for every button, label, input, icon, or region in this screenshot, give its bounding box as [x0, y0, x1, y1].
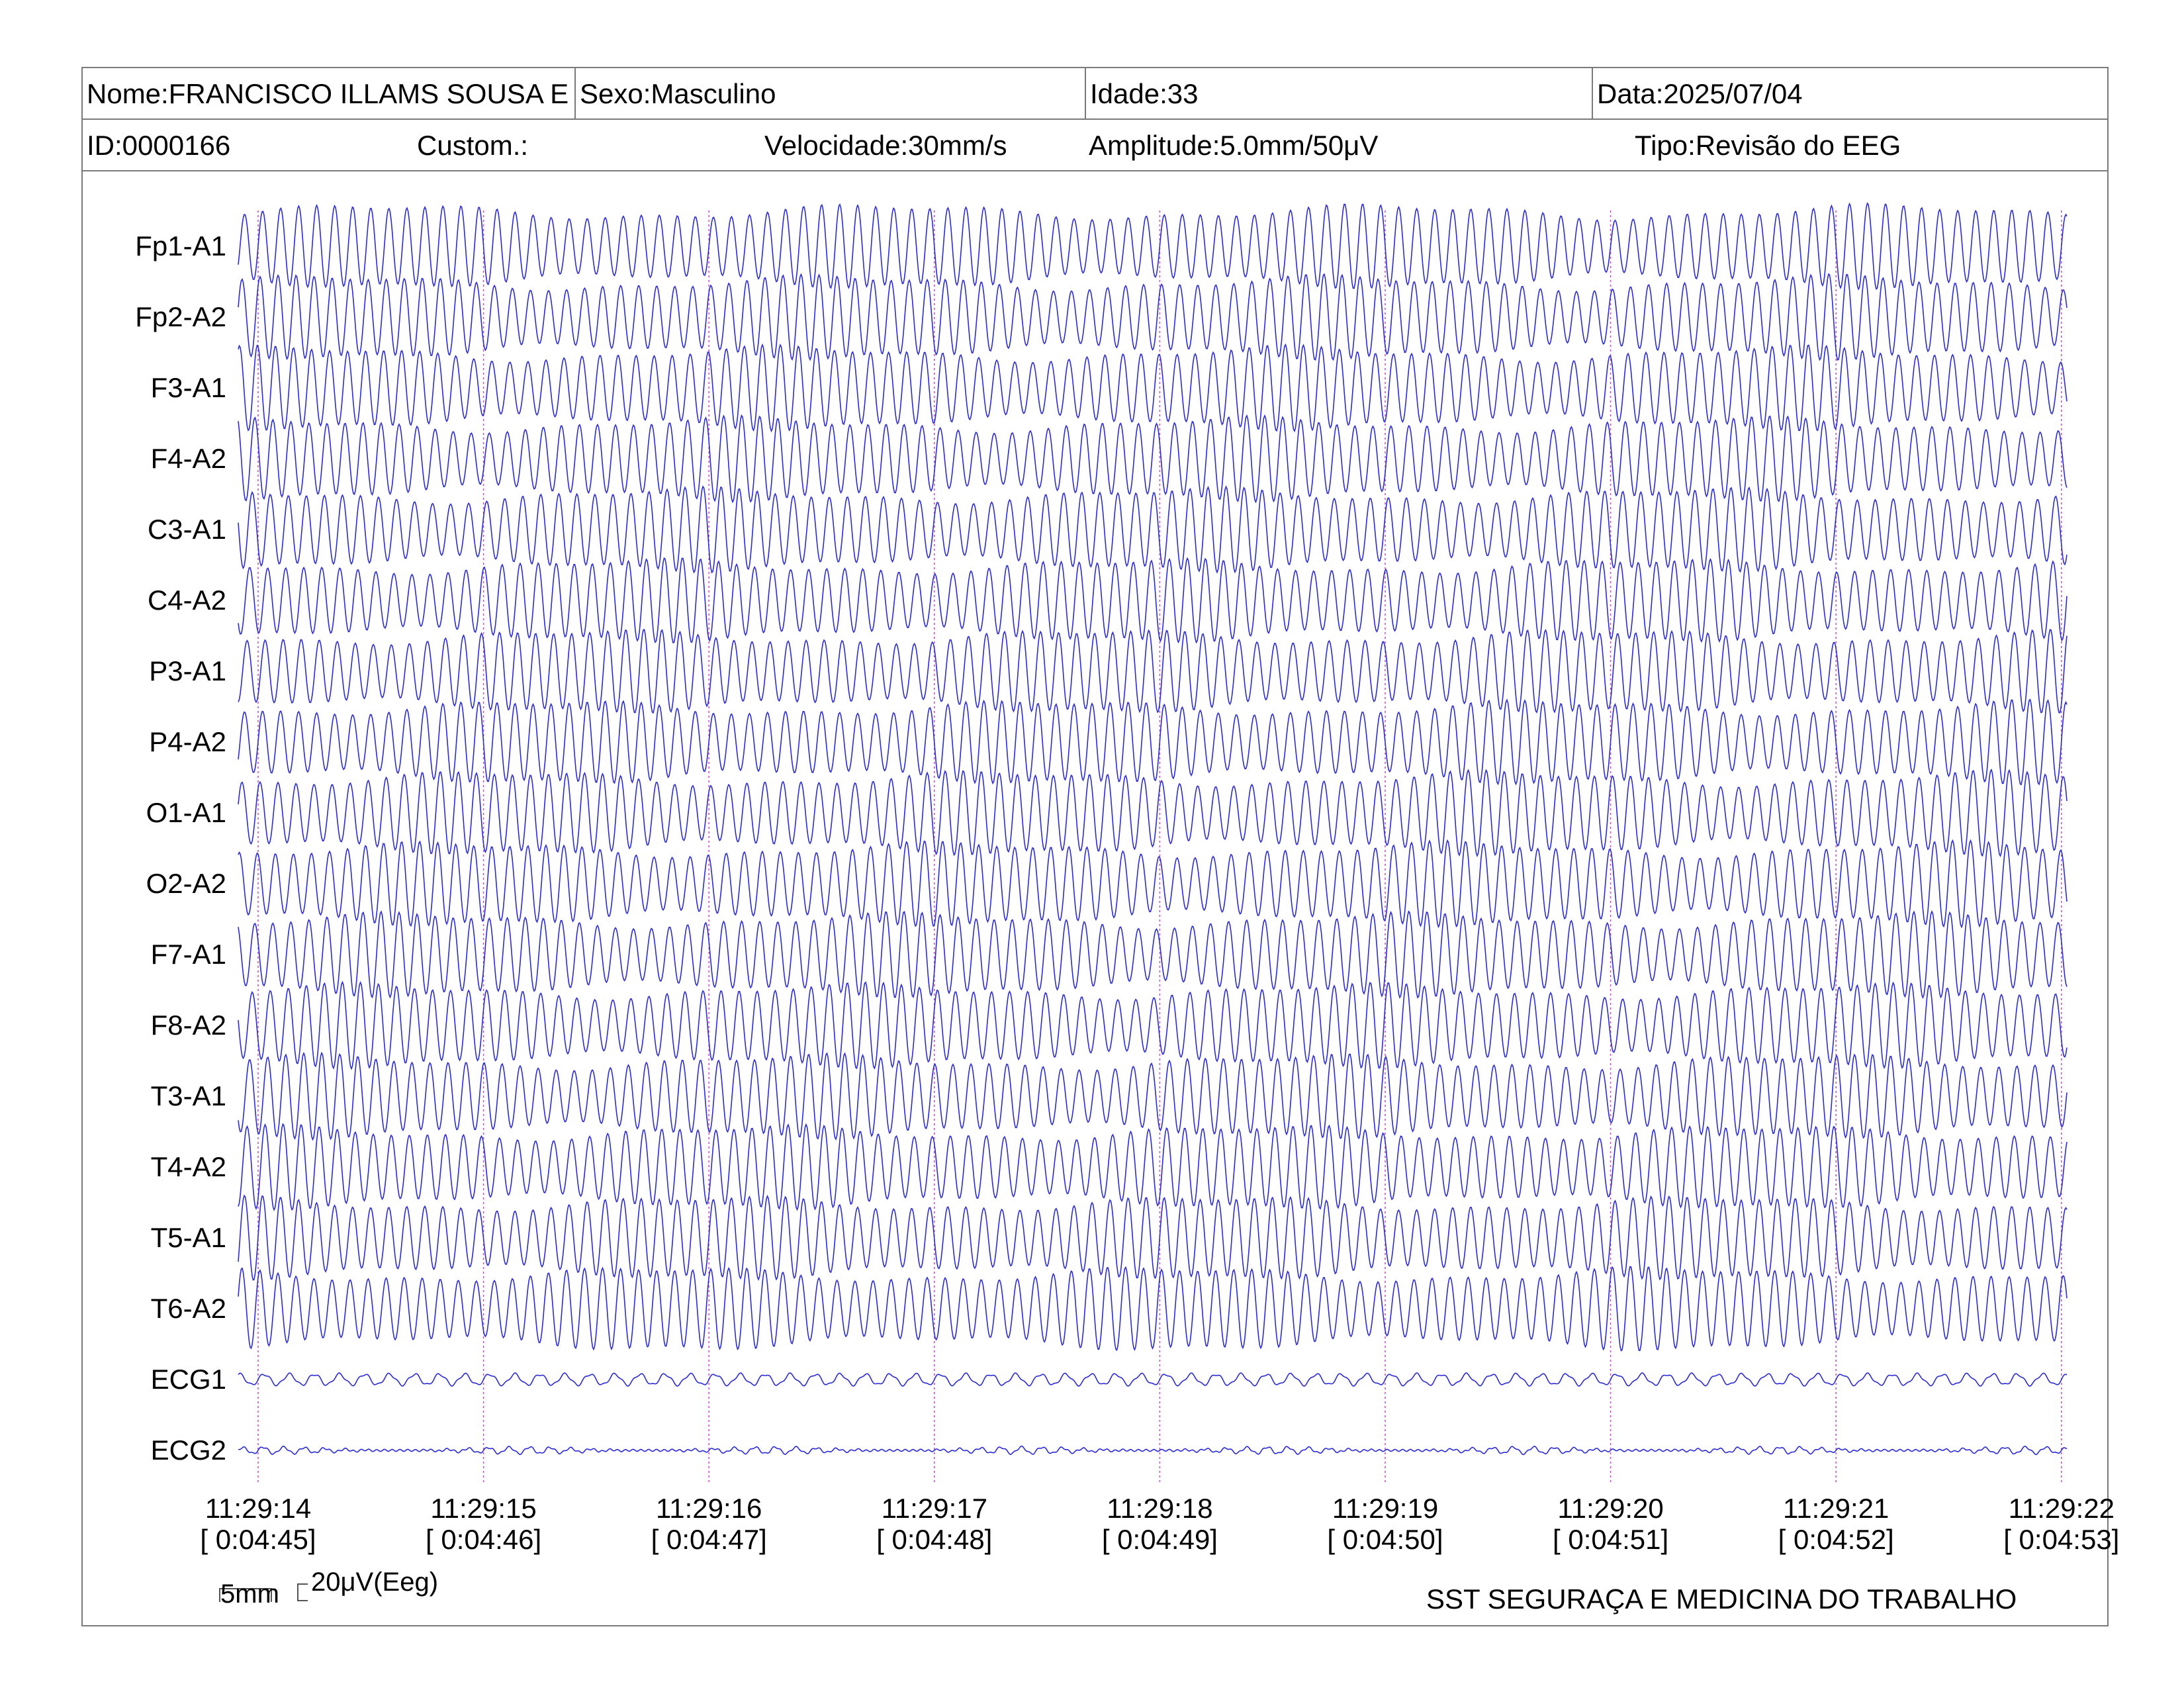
channel-label: F7-A1: [151, 939, 226, 970]
channel-trace: [238, 1123, 2068, 1211]
channel-label: T4-A2: [151, 1151, 226, 1182]
channel-label: O1-A1: [146, 797, 226, 828]
channel-trace: [238, 628, 2068, 714]
header-row-patient: Nome:FRANCISCO ILLAMS SOUSA E Sexo:Mascu…: [83, 68, 2107, 120]
channel-trace: [238, 1266, 2068, 1352]
time-tick-elapsed: [ 0:04:50]: [1327, 1524, 1443, 1555]
scale-bar: [219, 1583, 308, 1602]
patient-name: Nome:FRANCISCO ILLAMS SOUSA E: [87, 78, 569, 109]
time-tick-clock: 11:29:20: [1557, 1493, 1663, 1524]
time-tick-elapsed: [ 0:04:51]: [1553, 1524, 1668, 1555]
time-tick-elapsed: [ 0:04:52]: [1778, 1524, 1894, 1555]
record-date: Data:2025/07/04: [1592, 68, 2107, 118]
patient-id: ID:0000166: [87, 130, 231, 161]
time-tick-clock: 11:29:15: [430, 1493, 536, 1524]
channel-label: ECG1: [151, 1364, 226, 1395]
channel-labels: Fp1-A1 Fp2-A2 F3-A1 F4-A2 C3-A1 C4-A2 P3-A1 P4-…: [135, 230, 226, 1466]
channel-trace: [238, 414, 2068, 504]
scale-amplitude-bracket: [297, 1583, 308, 1601]
time-tick-elapsed: [ 0:04:48]: [876, 1524, 992, 1555]
time-tick-clock: 11:29:18: [1107, 1493, 1212, 1524]
channel-label: P3-A1: [149, 655, 226, 686]
channel-label: T6-A2: [151, 1293, 226, 1324]
channel-label: Fp2-A2: [135, 301, 226, 332]
paper-speed: Velocidade:30mm/s: [764, 130, 1007, 161]
eeg-traces: [238, 202, 2068, 1456]
patient-age: Idade:33: [1085, 68, 1592, 118]
time-tick-elapsed: [ 0:04:47]: [651, 1524, 767, 1555]
time-tick-clock: 11:29:21: [1783, 1493, 1889, 1524]
eeg-report: Nome:FRANCISCO ILLAMS SOUSA E Sexo:Mascu…: [81, 67, 2109, 1626]
time-tick-elapsed: [ 0:04:49]: [1102, 1524, 1218, 1555]
time-tick-elapsed: [ 0:04:46]: [426, 1524, 541, 1555]
review-type: Tipo:Revisão do EEG: [1635, 130, 1901, 161]
time-tick-clock: 11:29:14: [205, 1493, 311, 1524]
time-tick-clock: 11:29:17: [882, 1493, 987, 1524]
channel-trace: [238, 698, 2068, 786]
header-row-settings: ID:0000166 Custom.: Velocidade:30mm/s Am…: [83, 120, 2107, 171]
time-tick-clock: 11:29:19: [1332, 1493, 1438, 1524]
channel-trace: [238, 910, 2068, 1000]
scale-time-bracket: [219, 1588, 272, 1602]
time-tick-clock: 11:29:16: [656, 1493, 762, 1524]
channel-label: F3-A1: [151, 372, 226, 403]
time-tick-elapsed: [ 0:04:53]: [2003, 1524, 2119, 1555]
channel-label: Fp1-A1: [135, 230, 226, 261]
channel-label: T3-A1: [151, 1080, 226, 1111]
channel-label: O2-A2: [146, 868, 226, 899]
channel-label: F8-A2: [151, 1009, 226, 1041]
channel-trace: [238, 980, 2068, 1070]
channel-trace: [238, 1445, 2068, 1456]
time-tick-clock: 11:29:22: [2009, 1493, 2115, 1524]
patient-sex: Sexo:Masculino: [574, 68, 1085, 118]
channel-trace: [238, 769, 2068, 858]
scale-time-label: 5mm: [220, 1579, 279, 1609]
custom-field: Custom.:: [417, 130, 529, 161]
time-tick-elapsed: [ 0:04:45]: [200, 1524, 316, 1555]
amplitude-setting: Amplitude:5.0mm/50μV: [1089, 130, 1379, 161]
channel-label: C4-A2: [148, 585, 226, 616]
channel-trace: [238, 343, 2068, 433]
channel-trace: [238, 1194, 2068, 1282]
footer-company: SST SEGURAÇA E MEDICINA DO TRABALHO: [1426, 1583, 2017, 1615]
scale-amplitude-label: 20μV(Eeg): [311, 1568, 439, 1597]
channel-label: C3-A1: [148, 514, 226, 545]
channel-trace: [238, 1051, 2068, 1141]
channel-trace: [238, 273, 2068, 361]
channel-trace: [238, 202, 2068, 291]
channel-trace: [238, 839, 2068, 929]
channel-label: P4-A2: [149, 726, 226, 757]
channel-label: ECG2: [151, 1434, 226, 1466]
channel-label: T5-A1: [151, 1222, 226, 1253]
time-axis: 11:29:14[ 0:04:45] 11:29:15[ 0:04:46] 11:2…: [200, 1493, 2119, 1555]
channel-trace: [238, 557, 2068, 644]
channel-label: F4-A2: [151, 443, 226, 474]
channel-trace: [238, 485, 2068, 574]
channel-trace: [238, 1372, 2068, 1387]
